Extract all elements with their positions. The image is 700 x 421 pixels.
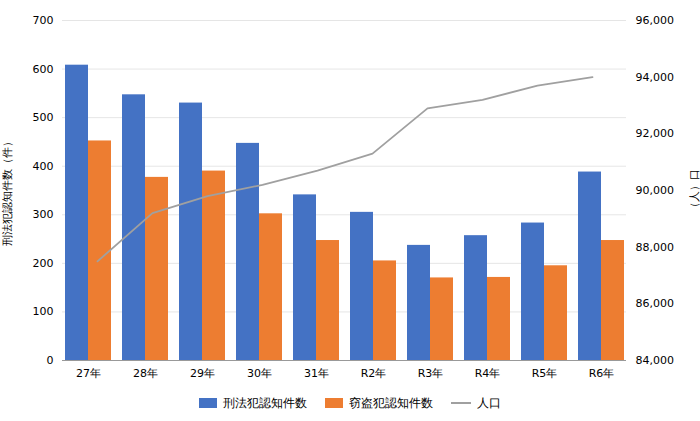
svg-text:27年: 27年 [76,367,101,380]
svg-text:400: 400 [33,160,54,173]
svg-text:R4年: R4年 [475,367,501,380]
svg-text:200: 200 [33,257,54,270]
svg-text:96,000: 96,000 [636,14,675,27]
svg-text:28年: 28年 [133,367,158,380]
svg-text:0: 0 [47,354,54,367]
svg-text:94,000: 94,000 [636,71,675,84]
svg-text:31年: 31年 [304,367,329,380]
svg-text:30年: 30年 [247,367,272,380]
svg-text:84,000: 84,000 [636,354,675,367]
html-text:人口: 人口 [477,395,501,410]
svg-text:R5年: R5年 [532,367,558,380]
html-text:窃盗犯認知件数: 窃盗犯認知件数 [349,395,433,410]
svg-text:92,000: 92,000 [636,127,675,140]
svg-text:刑法犯認知件数（件）: 刑法犯認知件数（件） [1,136,14,246]
svg-text:R2年: R2年 [361,367,387,380]
html-text:刑法犯認知件数: 刑法犯認知件数 [223,395,307,410]
svg-text:700: 700 [33,14,54,27]
svg-text:600: 600 [33,63,54,76]
svg-text:R6年: R6年 [589,367,615,380]
svg-text:90,000: 90,000 [636,184,675,197]
svg-text:29年: 29年 [190,367,215,380]
svg-text:100: 100 [33,305,54,318]
svg-text:300: 300 [33,208,54,221]
svg-text:R3年: R3年 [418,367,444,380]
svg-text:88,000: 88,000 [636,241,675,254]
svg-text:（人）口: （人）口 [688,169,700,213]
svg-text:86,000: 86,000 [636,297,675,310]
svg-text:500: 500 [33,111,54,124]
